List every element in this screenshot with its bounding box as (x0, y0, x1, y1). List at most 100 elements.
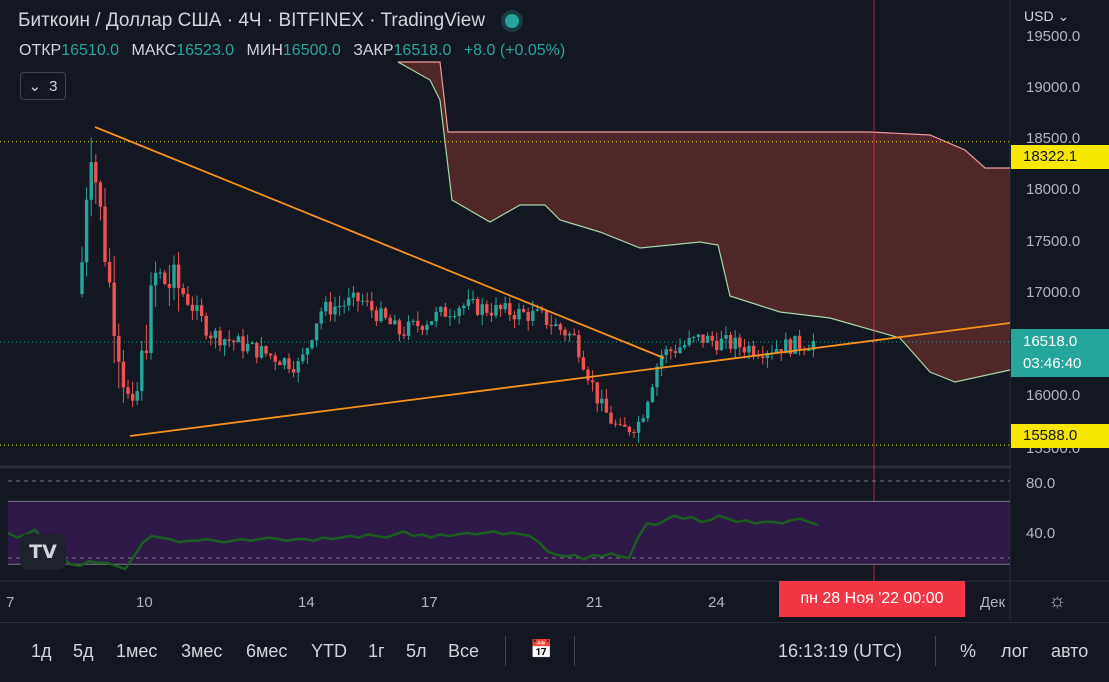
log-scale-toggle[interactable]: лог (1001, 641, 1029, 661)
rsi-tick-1: 40.0 (1026, 525, 1055, 542)
candle-body-69 (397, 320, 402, 335)
low-value: 16500.0 (282, 42, 341, 59)
candle-body-20 (172, 264, 176, 288)
candle-body-70 (402, 334, 406, 336)
candle-body-76 (429, 321, 434, 325)
range-1m-button[interactable]: 1мес (116, 641, 158, 661)
time-tick-5: 24 (708, 594, 725, 611)
candle-body-113 (600, 398, 604, 404)
time-tick-3: 17 (421, 594, 438, 611)
candle-body-8 (117, 335, 121, 362)
range-5y-button[interactable]: 5л (406, 641, 427, 661)
candle-body-82 (457, 308, 461, 316)
candle-body-47 (296, 361, 300, 373)
cloud-upper-line (398, 61, 1010, 169)
candle-body-145 (747, 345, 751, 353)
candle-body-63 (370, 301, 374, 311)
candle-body-36 (245, 343, 250, 352)
candle-body-23 (186, 294, 190, 305)
price-tick-6: 16000.0 (1026, 387, 1080, 404)
candle-body-105 (563, 329, 567, 336)
candle-body-95 (517, 308, 521, 320)
ohlc-values: ОТКР16510.0 МАКС16523.0 МИН16500.0 ЗАКР1… (19, 42, 573, 60)
price-tick-1: 19000.0 (1026, 79, 1080, 96)
candle-body-115 (609, 412, 613, 424)
candle-body-92 (503, 303, 507, 310)
indicators-toggle-button[interactable]: ⌄ 3 (20, 72, 66, 100)
candle-body-79 (443, 306, 448, 317)
candle-body-124 (650, 387, 655, 402)
candle-body-102 (549, 324, 553, 327)
candle-body-4 (98, 182, 103, 207)
percent-scale-toggle[interactable]: % (960, 641, 977, 661)
chevron-down-icon: ⌄ (28, 78, 42, 95)
candle-body-98 (531, 310, 535, 321)
candle-body-75 (425, 324, 429, 330)
candle-body-87 (480, 304, 484, 315)
time-tick-0: 7 (6, 594, 14, 611)
time-tick-1: 10 (136, 594, 153, 611)
candle-body-112 (595, 382, 599, 404)
candle-body-153 (784, 339, 788, 354)
candle-body-119 (627, 426, 632, 433)
candle-body-128 (669, 349, 673, 352)
candle-body-85 (471, 299, 475, 301)
candle-body-11 (130, 393, 135, 401)
range-ytd-button[interactable]: YTD (311, 641, 347, 661)
candle-body-94 (512, 314, 517, 320)
candle-body-114 (604, 398, 609, 413)
candle-body-53 (324, 301, 328, 312)
candle-body-116 (613, 423, 618, 425)
candle-body-121 (636, 421, 641, 433)
candle-body-151 (774, 349, 779, 353)
gear-icon[interactable]: ☼ (1048, 590, 1067, 612)
candle-body-93 (508, 303, 512, 315)
high-label: МАКС (131, 42, 177, 59)
candle-body-141 (728, 334, 733, 349)
market-status-icon (505, 14, 520, 28)
range-1d-button[interactable]: 1д (31, 641, 52, 661)
range-all-button[interactable]: Все (448, 641, 480, 661)
candle-body-131 (682, 344, 687, 348)
candle-body-103 (554, 324, 558, 327)
utc-clock[interactable]: 16:13:19 (UTC) (778, 641, 903, 661)
symbol-legend[interactable]: Биткоин / Доллар США · 4Ч · BITFINEX · T… (18, 10, 520, 32)
tradingview-logo[interactable]: TV (20, 534, 66, 570)
candle-body-54 (328, 301, 333, 315)
range-6m-button[interactable]: 6мес (246, 641, 288, 661)
candle-body-61 (360, 300, 365, 302)
candle-body-14 (144, 350, 149, 353)
candle-body-59 (351, 292, 356, 298)
candle-body-146 (751, 345, 756, 356)
range-1y-button[interactable]: 1г (368, 641, 385, 661)
candle-body-46 (291, 369, 296, 373)
candle-body-156 (797, 335, 802, 349)
auto-scale-toggle[interactable]: авто (1051, 641, 1089, 661)
time-tick-4: 21 (586, 594, 603, 611)
candle-body-26 (199, 305, 204, 317)
candle-body-97 (526, 311, 530, 321)
candle-body-154 (788, 339, 793, 354)
candle-body-56 (337, 305, 342, 307)
currency-label: USD (1024, 8, 1054, 24)
candle-body-152 (779, 349, 783, 354)
candle-body-60 (356, 292, 360, 302)
candle-body-91 (498, 304, 503, 310)
candle-body-137 (710, 335, 714, 341)
bar-countdown: 03:46:40 (1023, 355, 1082, 372)
candle-body-111 (590, 380, 595, 383)
candle-body-132 (687, 337, 691, 345)
candle-body-9 (121, 361, 126, 388)
candle-body-89 (489, 312, 494, 316)
candle-body-52 (319, 311, 323, 324)
candle-body-44 (282, 358, 287, 366)
range-3m-button[interactable]: 3мес (181, 641, 223, 661)
candle-body-120 (632, 432, 636, 434)
candle-body-125 (655, 366, 659, 388)
candle-body-80 (448, 316, 452, 318)
range-5d-button[interactable]: 5д (73, 641, 94, 661)
candle-body-22 (181, 288, 185, 295)
date-range-icon[interactable]: 📅 (530, 639, 553, 659)
currency-selector[interactable]: USD ⌄ (1024, 8, 1069, 25)
